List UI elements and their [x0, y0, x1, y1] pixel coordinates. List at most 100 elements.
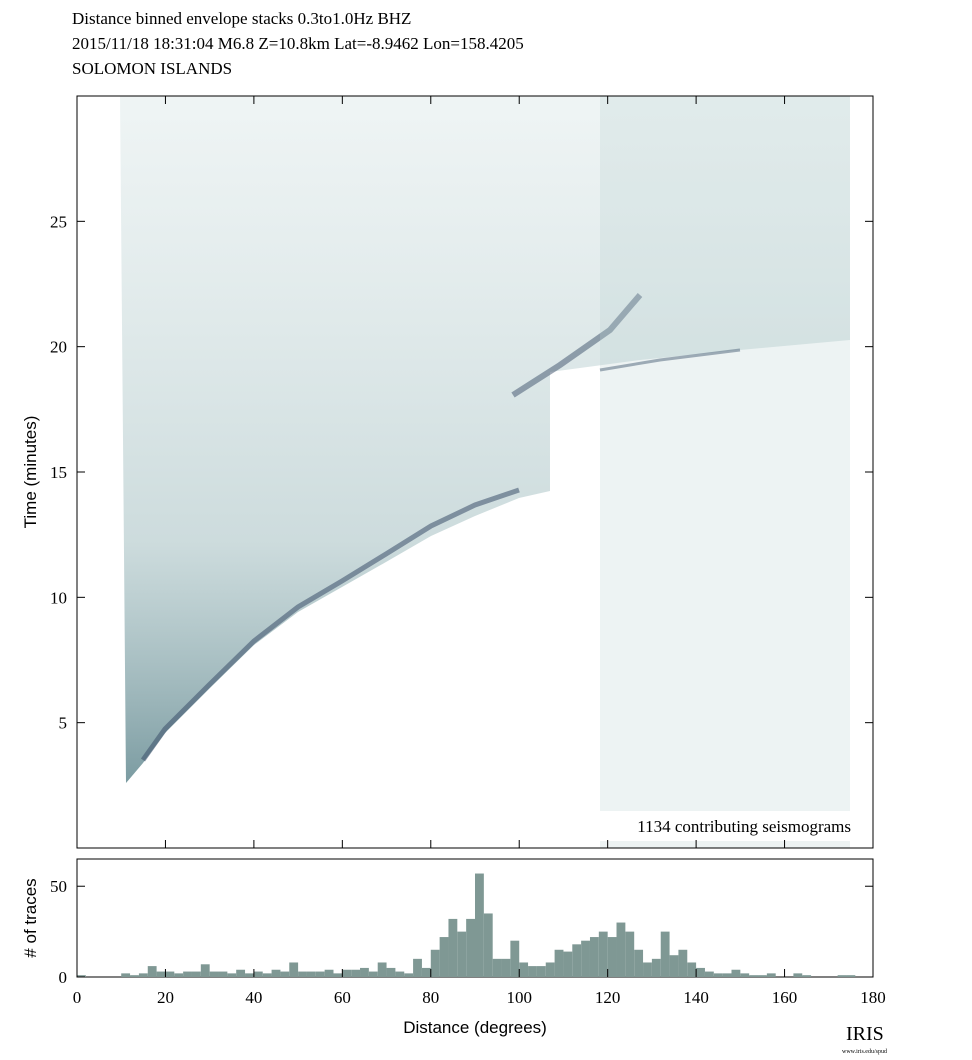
bar [687, 962, 697, 977]
bar [377, 962, 387, 977]
bar [130, 975, 139, 977]
x-tick-label: 0 [73, 988, 82, 1007]
bar [209, 971, 219, 977]
bar [421, 967, 431, 977]
x-tick-label: 140 [683, 988, 709, 1007]
bar [740, 973, 750, 977]
bar [545, 962, 555, 977]
bar [722, 973, 732, 977]
bar [651, 958, 661, 977]
bar [298, 971, 307, 977]
bar [227, 973, 237, 977]
bar [200, 964, 210, 977]
annotation: 1134 contributing seismograms [637, 817, 851, 836]
bar [147, 966, 157, 977]
bar [306, 971, 316, 977]
bar [572, 944, 582, 977]
bar [395, 971, 405, 977]
bar [315, 971, 325, 977]
bar [77, 975, 86, 977]
y-axis-label: # of traces [21, 878, 40, 957]
x-tick-label: 180 [860, 988, 886, 1007]
y-tick-label: 20 [50, 338, 67, 357]
bar [510, 940, 520, 977]
bar [581, 940, 590, 977]
bar [413, 958, 422, 977]
bar [501, 958, 511, 977]
bar [536, 966, 546, 977]
y-tick-label: 50 [50, 877, 67, 896]
bar [802, 975, 812, 977]
y-tick-label: 5 [59, 714, 68, 733]
bar [138, 973, 148, 977]
bar [483, 913, 493, 977]
bar [713, 973, 723, 977]
bar [589, 937, 599, 977]
bar [262, 973, 272, 977]
bar [554, 949, 564, 977]
bar [492, 958, 502, 977]
bar [404, 973, 414, 977]
bar [660, 931, 670, 977]
bar [466, 918, 475, 977]
envelope-image [120, 96, 850, 848]
bar [643, 962, 652, 977]
bar [625, 931, 635, 977]
bar [289, 962, 299, 977]
bar [598, 931, 608, 977]
bar [457, 931, 467, 977]
bar [846, 975, 856, 977]
x-axis-label: Distance (degrees) [403, 1018, 547, 1037]
x-tick-label: 160 [772, 988, 798, 1007]
bar [704, 971, 714, 977]
y-tick-label: 15 [50, 463, 67, 482]
bar [183, 971, 192, 977]
title-line: Distance binned envelope stacks 0.3to1.0… [72, 9, 411, 28]
svg-text:IRIS: IRIS [846, 1023, 884, 1045]
bar [324, 969, 334, 977]
logo: IRIS www.iris.edu/spud [842, 1023, 887, 1055]
svg-text:www.iris.edu/spud: www.iris.edu/spud [842, 1049, 887, 1055]
bar [607, 937, 617, 977]
bar [218, 971, 228, 977]
bar [271, 969, 281, 977]
bar [519, 962, 529, 977]
x-tick-label: 60 [334, 988, 351, 1007]
title-line: SOLOMON ISLANDS [72, 59, 232, 78]
bar [731, 969, 741, 977]
bar [191, 971, 201, 977]
bar [678, 949, 688, 977]
bar [669, 955, 679, 977]
x-tick-label: 80 [422, 988, 439, 1007]
bar [439, 937, 449, 977]
bar [475, 873, 484, 977]
y-tick-label: 0 [59, 968, 68, 987]
bar [386, 967, 396, 977]
y-axis-label: Time (minutes) [21, 416, 40, 529]
bar [342, 969, 352, 977]
bar [236, 969, 246, 977]
x-tick-label: 120 [595, 988, 621, 1007]
bar [351, 969, 361, 977]
bar [563, 951, 573, 977]
x-tick-label: 100 [506, 988, 532, 1007]
bar [430, 949, 440, 977]
y-tick-label: 25 [50, 212, 67, 231]
bar [793, 973, 803, 977]
x-tick-label: 40 [245, 988, 262, 1007]
bar [156, 971, 166, 977]
bar [360, 967, 369, 977]
bar [634, 949, 644, 977]
x-tick-label: 20 [157, 988, 174, 1007]
bar [165, 971, 175, 977]
bar [245, 973, 254, 977]
bar [837, 975, 847, 977]
y-tick-label: 10 [50, 588, 67, 607]
bar [333, 973, 343, 977]
title-line: 2015/11/18 18:31:04 M6.8 Z=10.8km Lat=-8… [72, 34, 524, 53]
bar [758, 975, 767, 977]
bar [253, 971, 263, 977]
bar [528, 966, 537, 977]
bar [121, 973, 131, 977]
